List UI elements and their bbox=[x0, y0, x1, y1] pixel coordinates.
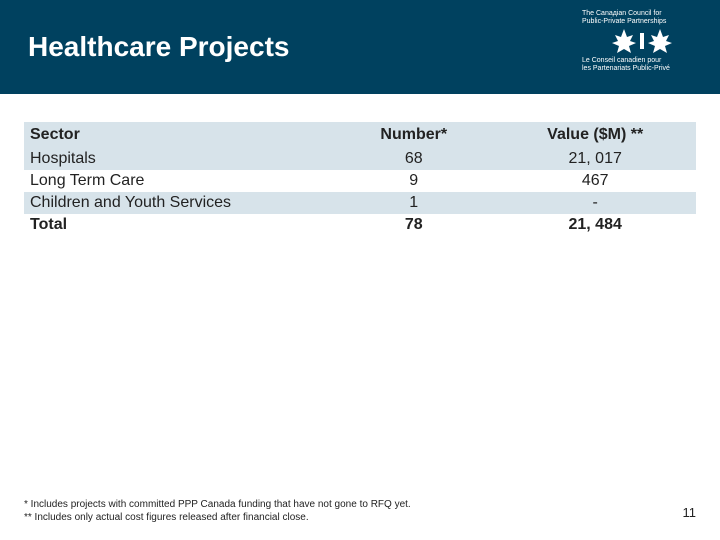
cell-number: 78 bbox=[333, 214, 494, 236]
table-row-total: Total 78 21, 484 bbox=[24, 214, 696, 236]
table-row: Children and Youth Services 1 - bbox=[24, 192, 696, 214]
cell-sector: Children and Youth Services bbox=[24, 192, 333, 214]
logo-text-en-1: The Canадian Council for bbox=[582, 10, 702, 18]
table-row: Long Term Care 9 467 bbox=[24, 170, 696, 192]
cell-value: 467 bbox=[494, 170, 696, 192]
footnotes: * Includes projects with committed PPP C… bbox=[24, 499, 411, 524]
table-header-row: Sector Number* Value ($M) ** bbox=[24, 122, 696, 148]
col-header-number: Number* bbox=[333, 122, 494, 148]
cell-value: - bbox=[494, 192, 696, 214]
logo-text-fr-2: les Partenariats Public-Privé bbox=[582, 65, 702, 73]
cell-number: 9 bbox=[333, 170, 494, 192]
footnote-1: * Includes projects with committed PPP C… bbox=[24, 499, 411, 512]
col-header-sector: Sector bbox=[24, 122, 333, 148]
cell-number: 1 bbox=[333, 192, 494, 214]
cell-number: 68 bbox=[333, 148, 494, 170]
cell-sector: Hospitals bbox=[24, 148, 333, 170]
col-header-value: Value ($M) ** bbox=[494, 122, 696, 148]
content-area: Sector Number* Value ($M) ** Hospitals 6… bbox=[0, 94, 720, 236]
table-row: Hospitals 68 21, 017 bbox=[24, 148, 696, 170]
footnote-2: ** Includes only actual cost figures rel… bbox=[24, 512, 411, 525]
cell-sector: Total bbox=[24, 214, 333, 236]
maple-leaf-icon bbox=[607, 27, 677, 55]
cell-value: 21, 484 bbox=[494, 214, 696, 236]
page-title: Healthcare Projects bbox=[28, 31, 289, 63]
header-bar: Healthcare Projects The Canадian Council… bbox=[0, 0, 720, 94]
cell-value: 21, 017 bbox=[494, 148, 696, 170]
cell-sector: Long Term Care bbox=[24, 170, 333, 192]
page-number: 11 bbox=[683, 505, 697, 520]
logo-text-en-2: Public-Private Partnerships bbox=[582, 18, 702, 26]
logo-text-fr-1: Le Conseil canadien pour bbox=[582, 57, 702, 65]
projects-table: Sector Number* Value ($M) ** Hospitals 6… bbox=[24, 122, 696, 236]
organization-logo: The Canадian Council for Public-Private … bbox=[582, 10, 702, 73]
